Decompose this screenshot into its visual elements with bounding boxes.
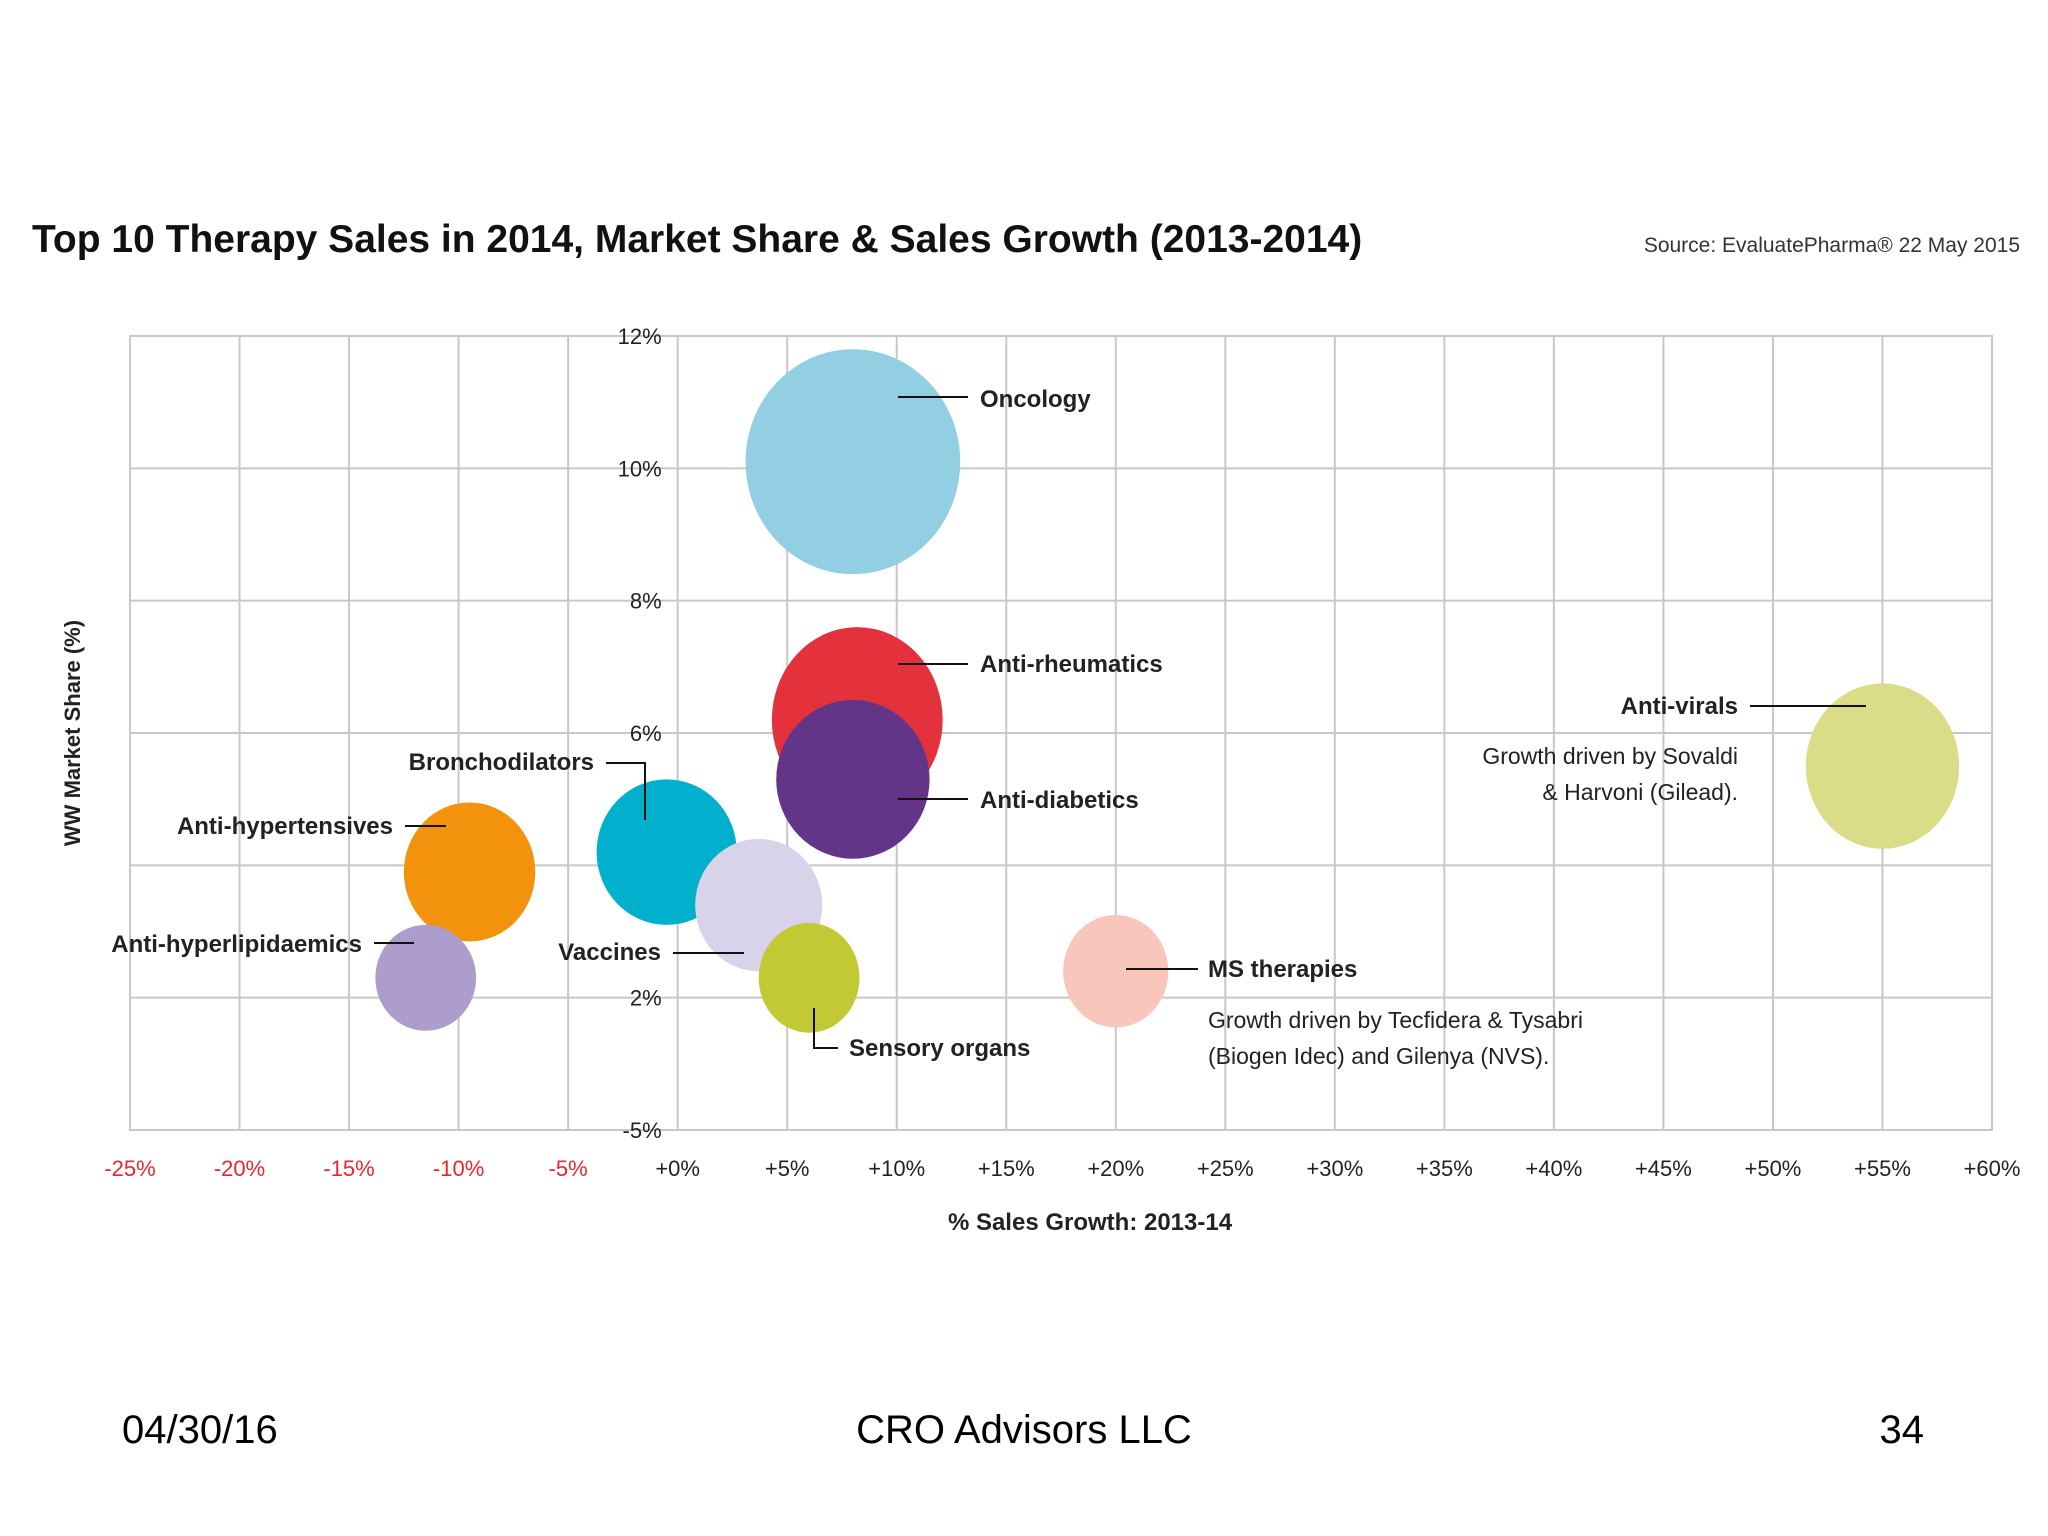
x-tick-label: +15%: [978, 1156, 1035, 1181]
x-axis-label: % Sales Growth: 2013-14: [948, 1209, 1233, 1236]
label-sensory-organs: Sensory organs: [849, 1035, 1030, 1062]
x-tick-label: +55%: [1854, 1156, 1911, 1181]
bubble-ms-therapies: [1063, 914, 1169, 1028]
x-tick-label: +40%: [1525, 1156, 1582, 1181]
axis-ticks: -25% -20% -15% -10% -5% +0% +5% +10% +15% +20% +25…: [104, 324, 2020, 1181]
bubble-oncology: [745, 349, 961, 575]
annotation-ms-line1: Growth driven by Tecfidera & Tysabri: [1208, 1007, 1583, 1033]
footer-page-number: 34: [1879, 1408, 1925, 1452]
bubbles: [375, 349, 1960, 1033]
leader-sensory-organs: [813, 1008, 838, 1049]
bubble-sensory-organs: [758, 922, 860, 1033]
annotation-antivirals-line2: & Harvoni (Gilead).: [1542, 779, 1738, 805]
y-tick-label: 8%: [630, 589, 662, 614]
label-anti-virals: Anti-virals: [1621, 693, 1738, 720]
label-ms-therapies: MS therapies: [1208, 956, 1357, 983]
y-tick-label: -5%: [623, 1118, 662, 1143]
label-bronchodilators: Bronchodilators: [409, 749, 594, 776]
bubble-anti-diabetics: [776, 699, 930, 859]
label-vaccines: Vaccines: [558, 939, 661, 966]
x-tick-label: -5%: [549, 1156, 588, 1181]
label-oncology: Oncology: [980, 386, 1091, 413]
y-tick-label: 6%: [630, 721, 662, 746]
annotation-antivirals-line1: Growth driven by Sovaldi: [1482, 743, 1738, 769]
grid: [130, 336, 1992, 1130]
y-tick-label: 2%: [630, 986, 662, 1011]
x-tick-label: -15%: [323, 1156, 374, 1181]
y-axis-label: WW Market Share (%): [60, 620, 85, 846]
label-anti-diabetics: Anti-diabetics: [980, 787, 1139, 814]
chart-source: Source: EvaluatePharma® 22 May 2015: [1644, 234, 2020, 257]
chart-title: Top 10 Therapy Sales in 2014, Market Sha…: [32, 218, 1362, 261]
x-tick-label: -25%: [104, 1156, 155, 1181]
x-tick-label: +25%: [1197, 1156, 1254, 1181]
x-tick-label: +50%: [1744, 1156, 1801, 1181]
x-tick-label: +20%: [1087, 1156, 1144, 1181]
x-tick-label: +45%: [1635, 1156, 1692, 1181]
x-tick-label: +0%: [655, 1156, 700, 1181]
x-tick-label: +35%: [1416, 1156, 1473, 1181]
footer-date: 04/30/16: [122, 1408, 278, 1452]
x-tick-label: +60%: [1964, 1156, 2021, 1181]
x-tick-label: +10%: [868, 1156, 925, 1181]
y-tick-label: 12%: [618, 324, 662, 349]
label-anti-hypertensives: Anti-hypertensives: [177, 813, 393, 840]
footer-company: CRO Advisors LLC: [856, 1408, 1192, 1452]
x-tick-label: -20%: [214, 1156, 265, 1181]
x-tick-label: -10%: [433, 1156, 484, 1181]
bubble-anti-hyperlipidaemics: [375, 924, 477, 1031]
label-anti-rheumatics: Anti-rheumatics: [980, 651, 1163, 678]
bubble-anti-virals: [1805, 683, 1960, 849]
annotation-ms-line2: (Biogen Idec) and Gilenya (NVS).: [1208, 1043, 1549, 1069]
bubble-anti-hypertensives: [403, 802, 536, 942]
label-anti-hyperlipidaemics: Anti-hyperlipidaemics: [111, 931, 362, 958]
leader-bronchodilators: [606, 762, 646, 820]
y-tick-label: 10%: [618, 456, 662, 481]
x-tick-label: +30%: [1306, 1156, 1363, 1181]
bubble-labels: Oncology Anti-rheumatics Anti-diabetics Bro…: [111, 386, 1866, 1069]
x-tick-label: +5%: [765, 1156, 810, 1181]
